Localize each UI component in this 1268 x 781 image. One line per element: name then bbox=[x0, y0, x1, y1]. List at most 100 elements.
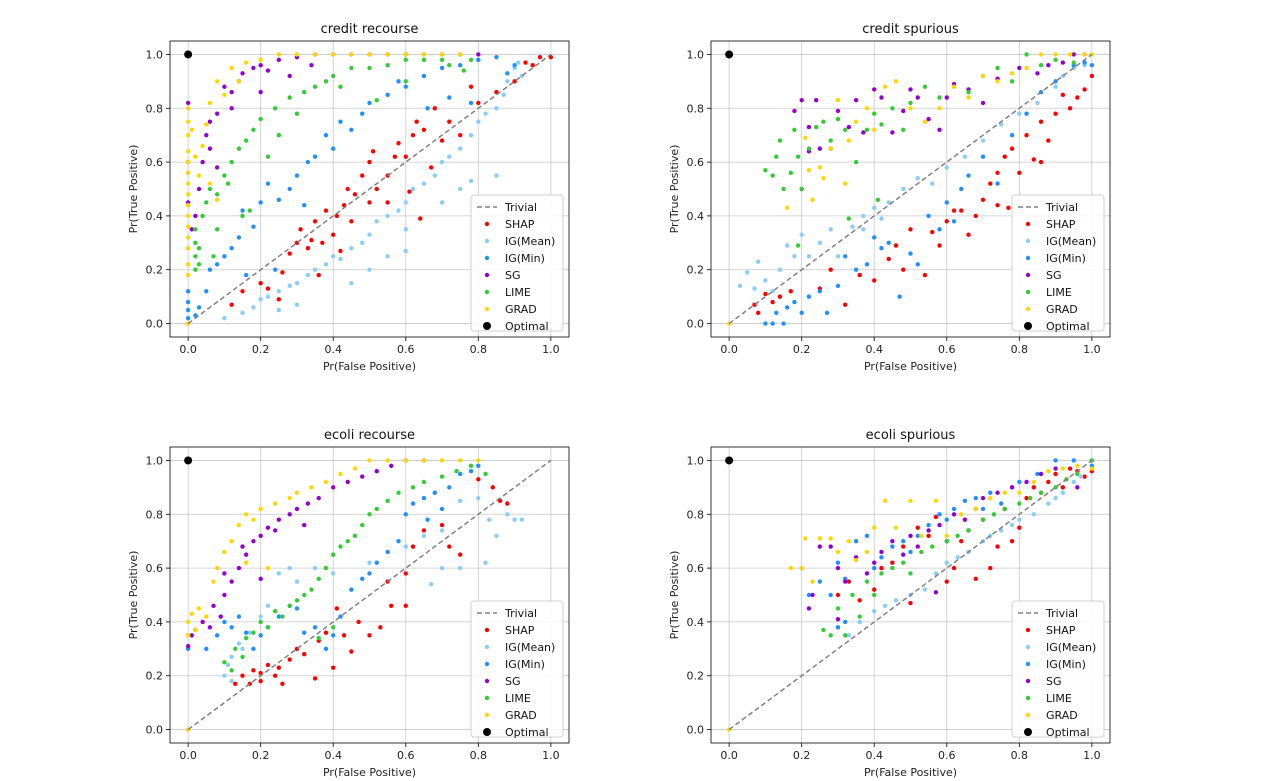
data-point bbox=[229, 538, 234, 544]
data-point bbox=[937, 127, 942, 132]
data-point bbox=[185, 132, 191, 138]
optimal-point bbox=[184, 50, 193, 59]
data-point bbox=[1075, 463, 1080, 469]
data-point bbox=[1060, 60, 1066, 65]
data-point bbox=[236, 146, 242, 151]
data-point bbox=[937, 106, 942, 111]
data-point bbox=[258, 614, 263, 619]
data-point bbox=[218, 614, 223, 619]
series-lime bbox=[193, 57, 474, 272]
data-point bbox=[835, 116, 841, 122]
data-point bbox=[1038, 159, 1044, 165]
data-point bbox=[439, 138, 445, 143]
data-point bbox=[338, 544, 343, 549]
data-point bbox=[457, 458, 463, 463]
data-point bbox=[352, 192, 358, 197]
data-point bbox=[937, 512, 942, 517]
data-point bbox=[392, 154, 398, 159]
legend-optimal-swatch bbox=[483, 728, 491, 736]
data-point bbox=[846, 538, 852, 544]
legend-label-optimal: Optimal bbox=[1046, 320, 1090, 333]
y-tick-label: 0.4 bbox=[687, 210, 705, 223]
data-point bbox=[243, 552, 249, 557]
data-point bbox=[236, 79, 242, 84]
data-point bbox=[410, 485, 416, 490]
data-point bbox=[864, 106, 870, 111]
data-point bbox=[457, 132, 463, 138]
data-point bbox=[312, 154, 318, 159]
data-point bbox=[980, 517, 986, 522]
data-point bbox=[468, 100, 474, 106]
legend-label: LIME bbox=[505, 692, 531, 705]
legend-label-trivial: Trivial bbox=[504, 607, 537, 620]
data-point bbox=[926, 116, 931, 122]
data-point bbox=[403, 57, 408, 63]
y-tick-label: 0.2 bbox=[687, 670, 705, 683]
data-point bbox=[988, 181, 993, 186]
data-point bbox=[251, 224, 256, 229]
data-point bbox=[428, 165, 434, 170]
data-point bbox=[211, 603, 216, 608]
legend-label: GRAD bbox=[1046, 709, 1078, 722]
data-point bbox=[243, 630, 249, 635]
data-point bbox=[432, 490, 437, 495]
data-point bbox=[879, 571, 884, 576]
data-point bbox=[799, 232, 804, 237]
data-point bbox=[331, 571, 336, 576]
data-point bbox=[770, 321, 775, 326]
data-point bbox=[1024, 111, 1029, 116]
y-tick-label: 1.0 bbox=[146, 48, 164, 61]
data-point bbox=[810, 592, 815, 598]
data-point bbox=[890, 560, 895, 565]
x-tick-label: 0.4 bbox=[865, 749, 883, 762]
y-axis-label: Pr(True Positive) bbox=[668, 551, 681, 640]
data-point bbox=[229, 106, 234, 111]
data-point bbox=[861, 213, 866, 219]
data-point bbox=[1038, 490, 1044, 495]
data-point bbox=[926, 522, 931, 528]
legend-swatch bbox=[1025, 221, 1031, 227]
x-tick-label: 0.0 bbox=[179, 749, 197, 762]
data-point bbox=[803, 135, 808, 141]
data-point bbox=[505, 79, 510, 84]
data-point bbox=[236, 614, 242, 619]
data-point bbox=[737, 283, 743, 289]
panel-1: 0.0 0.2 0.4 0.6 0.8 1.0 0.0 0.2 0.4 0.6 0.8 1.0 cred… bbox=[668, 22, 1111, 373]
data-point bbox=[454, 469, 459, 474]
data-point bbox=[196, 606, 202, 611]
data-point bbox=[193, 254, 198, 259]
data-point bbox=[312, 267, 318, 272]
data-point bbox=[519, 517, 525, 522]
data-point bbox=[349, 649, 354, 654]
data-point bbox=[185, 307, 191, 313]
data-point bbox=[287, 495, 292, 501]
data-point bbox=[222, 660, 227, 665]
data-point bbox=[795, 154, 801, 159]
data-point bbox=[200, 159, 205, 165]
data-point bbox=[864, 533, 870, 538]
data-point bbox=[374, 506, 379, 512]
data-point bbox=[461, 68, 467, 73]
data-point bbox=[1082, 87, 1087, 92]
data-point bbox=[200, 213, 205, 219]
trivial-line bbox=[728, 459, 1093, 731]
data-point bbox=[821, 627, 826, 633]
data-point bbox=[944, 579, 949, 584]
data-point bbox=[494, 533, 499, 538]
legend-label: GRAD bbox=[505, 709, 537, 722]
data-point bbox=[835, 606, 841, 611]
data-point bbox=[755, 310, 761, 315]
data-point bbox=[857, 598, 862, 603]
legend-label: GRAD bbox=[505, 303, 537, 316]
data-point bbox=[243, 560, 249, 565]
data-point bbox=[882, 603, 888, 608]
data-point bbox=[843, 633, 848, 638]
data-point bbox=[439, 565, 445, 571]
data-point bbox=[817, 579, 823, 584]
data-point bbox=[1024, 65, 1029, 71]
data-point bbox=[980, 100, 986, 106]
data-point bbox=[799, 565, 804, 571]
data-point bbox=[385, 200, 390, 205]
data-point bbox=[385, 498, 390, 504]
data-point bbox=[1060, 466, 1066, 471]
